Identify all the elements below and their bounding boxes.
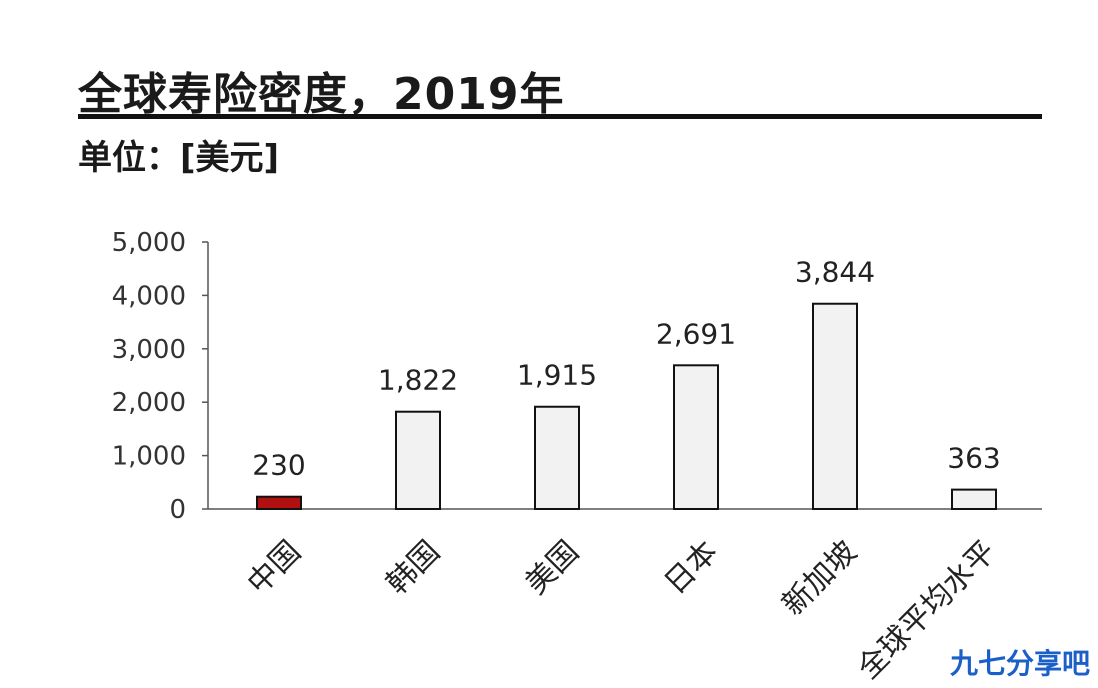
x-category-label: 新加坡 [776, 534, 864, 622]
title-divider [78, 114, 1042, 119]
bar [673, 364, 719, 510]
bar [951, 488, 997, 511]
bar-value-label: 3,844 [795, 256, 875, 289]
bar [256, 495, 302, 510]
y-tick-label: 5,000 [112, 228, 186, 258]
bar [395, 410, 441, 510]
y-tick-label: 3,000 [112, 335, 186, 365]
y-tick-label: 0 [169, 495, 186, 525]
chart-bars [256, 302, 997, 511]
value-labels: 230 1,822 1,915 2,691 3,844 363 [252, 256, 1000, 482]
x-category-label: 日本 [658, 534, 725, 601]
y-tick-label: 2,000 [112, 388, 186, 418]
bar-value-label: 1,915 [517, 359, 597, 392]
bar-value-label: 2,691 [656, 317, 736, 350]
y-tick-label: 4,000 [112, 281, 186, 311]
y-axis-ticks: 0 1,000 2,000 3,000 4,000 5,000 [112, 228, 208, 525]
bar-value-label: 363 [947, 442, 1000, 475]
unit-label: 单位：[美元] [78, 138, 280, 178]
chart-axes [207, 242, 1042, 510]
bar [812, 302, 858, 510]
x-category-label: 韩国 [380, 534, 447, 601]
x-category-label: 美国 [519, 534, 586, 601]
chart-title: 全球寿险密度，2019年 [78, 69, 565, 120]
bar [534, 405, 580, 511]
bar-value-label: 230 [252, 449, 305, 482]
y-tick-label: 1,000 [112, 442, 186, 472]
watermark-logo: 九七分享吧 [949, 647, 1090, 680]
x-category-label: 中国 [241, 534, 308, 601]
bar-value-label: 1,822 [378, 364, 458, 397]
